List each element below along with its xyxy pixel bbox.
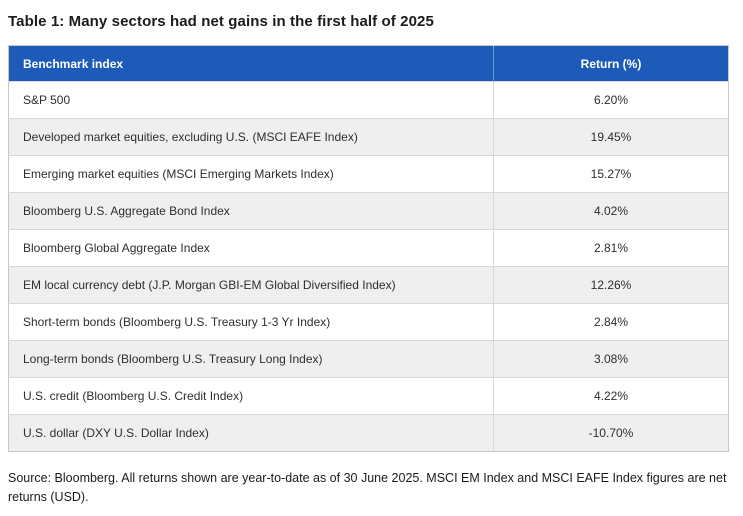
source-note: Source: Bloomberg. All returns shown are… [8, 471, 727, 505]
header-return-pct: Return (%) [493, 45, 729, 82]
return-cell: 6.20% [493, 81, 729, 119]
table-row: U.S. credit (Bloomberg U.S. Credit Index… [8, 377, 729, 415]
return-cell: 2.81% [493, 229, 729, 267]
return-cell: 4.22% [493, 377, 729, 415]
return-cell: 19.45% [493, 118, 729, 156]
benchmark-cell: Bloomberg U.S. Aggregate Bond Index [8, 192, 494, 230]
header-benchmark-index: Benchmark index [8, 45, 494, 82]
table-row: S&P 500 6.20% [8, 81, 729, 119]
return-cell: 4.02% [493, 192, 729, 230]
benchmark-cell: Short-term bonds (Bloomberg U.S. Treasur… [8, 303, 494, 341]
benchmark-cell: S&P 500 [8, 81, 494, 119]
table-row: Emerging market equities (MSCI Emerging … [8, 155, 729, 193]
table-row: Bloomberg Global Aggregate Index 2.81% [8, 229, 729, 267]
benchmark-cell: EM local currency debt (J.P. Morgan GBI-… [8, 266, 494, 304]
table-header-row: Benchmark index Return (%) [8, 45, 729, 82]
table-row: Short-term bonds (Bloomberg U.S. Treasur… [8, 303, 729, 341]
table-row: Developed market equities, excluding U.S… [8, 118, 729, 156]
table-row: Bloomberg U.S. Aggregate Bond Index 4.02… [8, 192, 729, 230]
return-cell: 15.27% [493, 155, 729, 193]
table-title: Table 1: Many sectors had net gains in t… [8, 13, 434, 30]
benchmark-cell: Long-term bonds (Bloomberg U.S. Treasury… [8, 340, 494, 378]
table-row: EM local currency debt (J.P. Morgan GBI-… [8, 266, 729, 304]
benchmark-cell: Bloomberg Global Aggregate Index [8, 229, 494, 267]
return-cell: 12.26% [493, 266, 729, 304]
table-row: U.S. dollar (DXY U.S. Dollar Index) -10.… [8, 414, 729, 452]
return-cell: 3.08% [493, 340, 729, 378]
return-cell: 2.84% [493, 303, 729, 341]
benchmark-cell: Developed market equities, excluding U.S… [8, 118, 494, 156]
return-cell: -10.70% [493, 414, 729, 452]
table-row: Long-term bonds (Bloomberg U.S. Treasury… [8, 340, 729, 378]
benchmark-cell: Emerging market equities (MSCI Emerging … [8, 155, 494, 193]
benchmark-cell: U.S. credit (Bloomberg U.S. Credit Index… [8, 377, 494, 415]
benchmark-returns-table: Benchmark index Return (%) S&P 500 6.20%… [8, 45, 729, 452]
benchmark-cell: U.S. dollar (DXY U.S. Dollar Index) [8, 414, 494, 452]
